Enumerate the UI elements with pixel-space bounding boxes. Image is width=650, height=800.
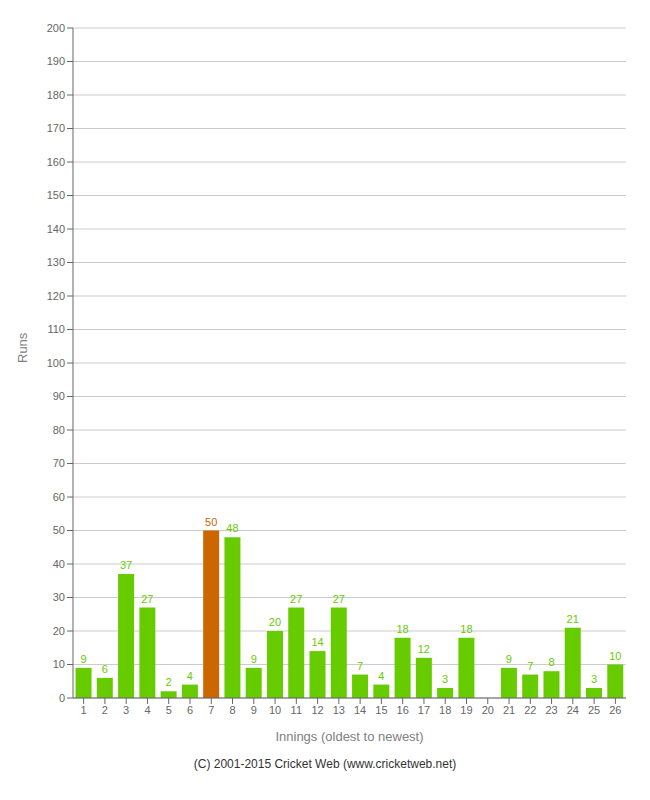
svg-text:180: 180 xyxy=(47,89,65,101)
svg-text:130: 130 xyxy=(47,256,65,268)
svg-text:2: 2 xyxy=(166,676,172,688)
svg-text:20: 20 xyxy=(269,616,281,628)
svg-text:50: 50 xyxy=(53,524,65,536)
svg-text:200: 200 xyxy=(47,22,65,34)
svg-text:20: 20 xyxy=(53,625,65,637)
svg-text:10: 10 xyxy=(269,704,281,716)
svg-text:7: 7 xyxy=(208,704,214,716)
svg-text:120: 120 xyxy=(47,290,65,302)
svg-text:3: 3 xyxy=(591,673,597,685)
svg-text:23: 23 xyxy=(545,704,557,716)
svg-text:20: 20 xyxy=(482,704,494,716)
svg-text:24: 24 xyxy=(567,704,579,716)
svg-text:110: 110 xyxy=(47,323,65,335)
svg-text:14: 14 xyxy=(311,636,323,648)
svg-text:170: 170 xyxy=(47,122,65,134)
svg-text:3: 3 xyxy=(442,673,448,685)
svg-text:15: 15 xyxy=(375,704,387,716)
svg-text:10: 10 xyxy=(53,658,65,670)
svg-text:90: 90 xyxy=(53,390,65,402)
svg-text:5: 5 xyxy=(166,704,172,716)
svg-text:27: 27 xyxy=(290,593,302,605)
svg-text:14: 14 xyxy=(354,704,366,716)
svg-text:190: 190 xyxy=(47,55,65,67)
svg-text:22: 22 xyxy=(524,704,536,716)
svg-text:30: 30 xyxy=(53,591,65,603)
svg-text:3: 3 xyxy=(123,704,129,716)
svg-text:37: 37 xyxy=(120,559,132,571)
svg-text:70: 70 xyxy=(53,457,65,469)
svg-text:11: 11 xyxy=(291,704,302,716)
svg-text:80: 80 xyxy=(53,424,65,436)
svg-text:Runs: Runs xyxy=(15,332,30,363)
svg-text:7: 7 xyxy=(527,660,533,672)
svg-text:4: 4 xyxy=(144,704,150,716)
svg-text:Innings (oldest to newest): Innings (oldest to newest) xyxy=(275,729,423,744)
svg-text:13: 13 xyxy=(333,704,345,716)
svg-text:12: 12 xyxy=(311,704,323,716)
svg-text:160: 160 xyxy=(47,156,65,168)
svg-text:17: 17 xyxy=(418,704,430,716)
svg-text:18: 18 xyxy=(396,623,408,635)
svg-text:6: 6 xyxy=(102,663,108,675)
svg-text:140: 140 xyxy=(47,223,65,235)
html-text:(C) 2001-2015 Cricket Web (www: (C) 2001-2015 Cricket Web (www.cricketwe… xyxy=(193,757,457,771)
svg-text:19: 19 xyxy=(460,704,472,716)
svg-text:150: 150 xyxy=(47,189,65,201)
svg-text:27: 27 xyxy=(333,593,345,605)
svg-text:8: 8 xyxy=(229,704,235,716)
svg-text:9: 9 xyxy=(506,653,512,665)
svg-text:6: 6 xyxy=(187,704,193,716)
svg-text:8: 8 xyxy=(548,656,554,668)
svg-text:25: 25 xyxy=(588,704,600,716)
svg-text:9: 9 xyxy=(80,653,86,665)
svg-text:21: 21 xyxy=(503,704,515,716)
svg-text:18: 18 xyxy=(439,704,451,716)
svg-text:7: 7 xyxy=(357,660,363,672)
svg-text:27: 27 xyxy=(141,593,153,605)
svg-text:4: 4 xyxy=(378,670,384,682)
svg-text:48: 48 xyxy=(226,522,238,534)
svg-text:0: 0 xyxy=(59,692,65,704)
svg-text:26: 26 xyxy=(609,704,621,716)
svg-text:1: 1 xyxy=(81,704,87,716)
svg-text:12: 12 xyxy=(418,643,430,655)
svg-text:16: 16 xyxy=(397,704,409,716)
svg-text:40: 40 xyxy=(53,558,65,570)
svg-text:18: 18 xyxy=(460,623,472,635)
svg-text:9: 9 xyxy=(251,653,257,665)
svg-text:2: 2 xyxy=(102,704,108,716)
svg-text:100: 100 xyxy=(47,357,65,369)
svg-text:4: 4 xyxy=(187,670,193,682)
svg-text:60: 60 xyxy=(53,491,65,503)
svg-text:50: 50 xyxy=(205,516,217,528)
svg-text:21: 21 xyxy=(567,613,579,625)
svg-text:9: 9 xyxy=(251,704,257,716)
svg-text:10: 10 xyxy=(609,650,621,662)
